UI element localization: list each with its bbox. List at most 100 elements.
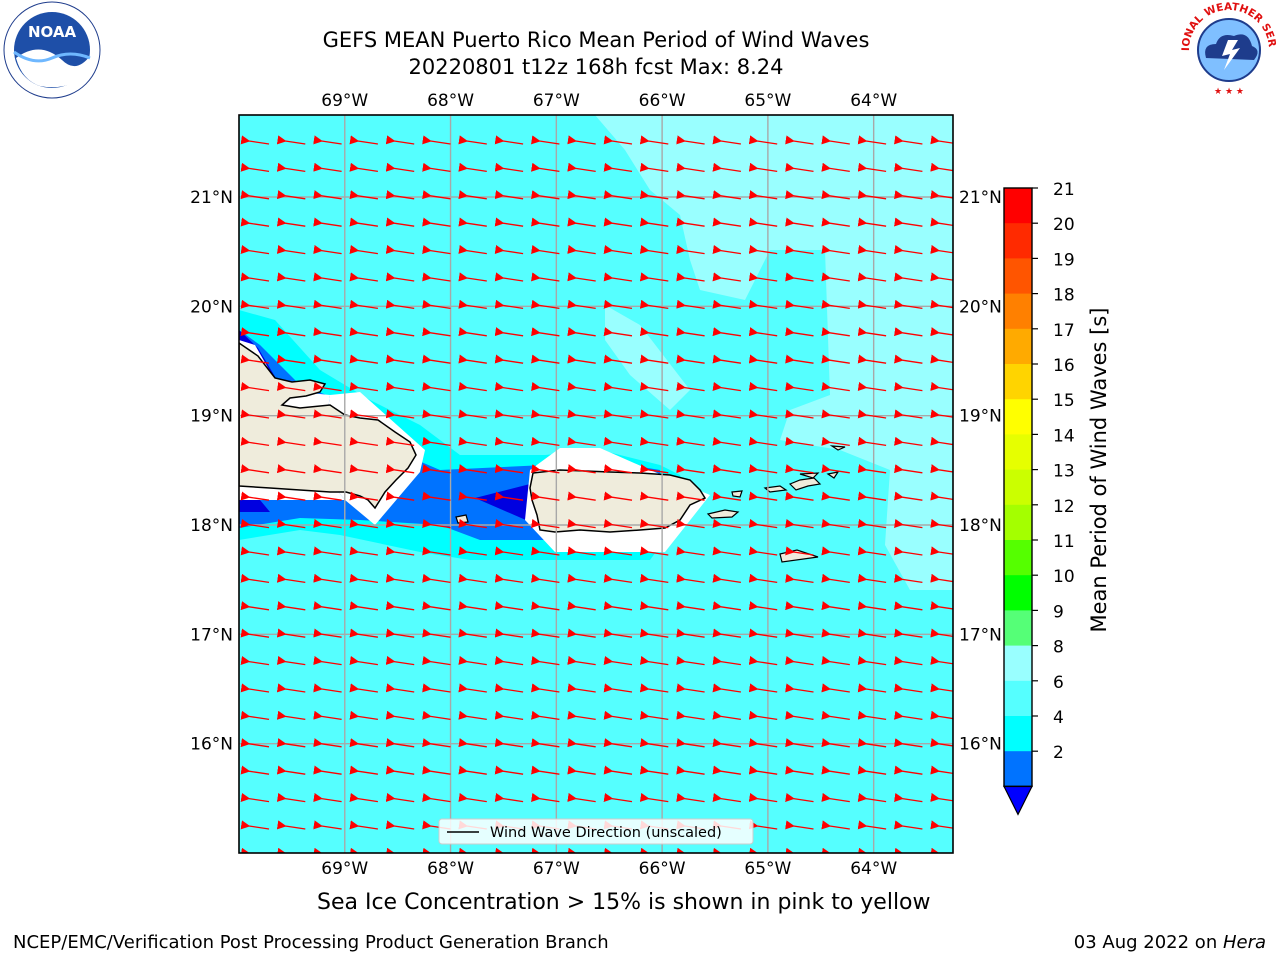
wave-direction-arrow (930, 409, 953, 419)
wave-direction-arrow (276, 135, 306, 145)
wave-direction-arrow (785, 162, 814, 173)
wave-direction-arrow (748, 546, 778, 556)
colorbar-segment (1004, 575, 1032, 611)
wave-direction-arrow (676, 573, 705, 584)
wave-direction-arrow (894, 135, 923, 145)
wave-direction-arrow (313, 683, 342, 693)
wave-direction-arrow (349, 436, 378, 447)
wave-direction-arrow (313, 518, 342, 529)
wave-direction-arrow (785, 491, 814, 501)
wave-direction-arrow (385, 409, 415, 419)
colorbar-segment (1004, 469, 1032, 506)
wave-direction-arrow (567, 162, 596, 173)
wave-direction-arrow (785, 601, 814, 611)
wave-direction-arrow (821, 354, 850, 364)
wave-direction-arrow (531, 847, 542, 853)
wave-direction-arrow (458, 162, 487, 173)
wave-direction-arrow (712, 409, 741, 419)
wave-direction-arrow (494, 190, 524, 200)
wave-direction-arrow (748, 244, 778, 255)
lon-label-top: 66°W (639, 91, 686, 111)
wave-direction-arrow (639, 381, 669, 392)
wave-direction-arrow (385, 601, 415, 611)
wave-direction-arrow (639, 464, 669, 474)
wave-direction-arrow (857, 244, 887, 255)
wave-direction-arrow (785, 792, 814, 803)
wave-direction-arrow (785, 190, 814, 200)
culebra-island (731, 490, 743, 498)
wave-direction-arrow (857, 327, 887, 337)
wave-direction-arrow (930, 820, 953, 830)
wave-direction-arrow (276, 820, 306, 830)
wave-direction-arrow (676, 299, 705, 310)
wave-direction-arrow (531, 655, 560, 666)
wave-direction-arrow (821, 738, 850, 748)
wave-direction-arrow (567, 491, 596, 501)
wave-direction-arrow (458, 327, 487, 337)
wave-direction-arrow (639, 491, 669, 501)
wave-direction-arrow (857, 765, 887, 775)
wave-direction-arrow (567, 710, 596, 721)
wave-direction-arrow (349, 792, 378, 803)
wave-direction-arrow (313, 655, 342, 666)
wave-direction-arrow (385, 710, 415, 721)
wave-direction-arrow (930, 217, 953, 227)
wave-direction-arrow (712, 710, 741, 721)
wave-direction-arrow (748, 710, 778, 721)
wave-direction-arrow (422, 738, 451, 748)
wave-direction-arrow (349, 327, 378, 337)
wave-direction-arrow (894, 354, 923, 364)
wave-direction-arrow (385, 820, 415, 830)
wave-direction-arrow (676, 628, 705, 638)
wave-direction-arrow (603, 546, 633, 556)
wave-direction-arrow (494, 217, 524, 227)
wave-direction-arrow (785, 354, 814, 364)
wave-direction-arrow (712, 765, 741, 775)
wave-direction-arrow (748, 820, 778, 830)
wave-direction-arrow (785, 464, 814, 474)
wave-direction-arrow (894, 299, 923, 310)
wave-direction-arrow (748, 409, 778, 419)
wave-direction-arrow (567, 655, 596, 666)
wave-direction-arrow (276, 765, 306, 775)
lat-label-left: 19°N (190, 407, 233, 427)
wave-direction-arrow (930, 765, 953, 775)
wave-direction-arrow (930, 738, 953, 748)
wave-direction-arrow (821, 683, 850, 693)
wave-direction-arrow (458, 628, 487, 638)
wave-direction-arrow (458, 409, 487, 419)
wave-direction-arrow (821, 491, 850, 501)
wave-direction-arrow (603, 738, 633, 748)
wave-direction-arrow (785, 518, 814, 529)
wave-direction-arrow (349, 601, 378, 611)
wave-direction-arrow (422, 436, 451, 447)
wave-direction-arrow (422, 573, 451, 584)
wave-direction-arrow (422, 135, 451, 145)
colorbar-tick-label: 19 (1053, 250, 1075, 270)
wave-direction-arrow (785, 710, 814, 721)
wave-direction-arrow (676, 655, 705, 666)
wave-direction-arrow (712, 518, 741, 529)
wave-direction-arrow (785, 381, 814, 392)
wave-direction-arrow (676, 217, 705, 227)
wave-direction-arrow (785, 409, 814, 419)
wave-direction-arrow (422, 244, 451, 255)
wave-direction-arrow (240, 299, 270, 310)
wave-direction-arrow (494, 546, 524, 556)
colorbar-tick-label: 4 (1053, 708, 1064, 728)
wave-direction-arrow (240, 710, 270, 721)
colorbar-label: Mean Period of Wind Waves [s] (1087, 308, 1111, 633)
lon-label-bottom: 67°W (533, 859, 580, 879)
wave-direction-arrow (385, 381, 415, 392)
wave-direction-arrow (676, 518, 705, 529)
wave-direction-arrow (385, 491, 415, 501)
wave-direction-arrow (531, 436, 560, 447)
wave-direction-arrow (785, 820, 814, 830)
wave-direction-arrow (313, 244, 342, 255)
map-frame (238, 114, 954, 854)
wave-direction-arrow (930, 272, 953, 282)
wave-direction-arrow (639, 272, 669, 282)
wave-direction-arrow (458, 272, 487, 282)
wave-direction-arrow (748, 272, 778, 282)
wave-direction-arrow (748, 299, 778, 310)
